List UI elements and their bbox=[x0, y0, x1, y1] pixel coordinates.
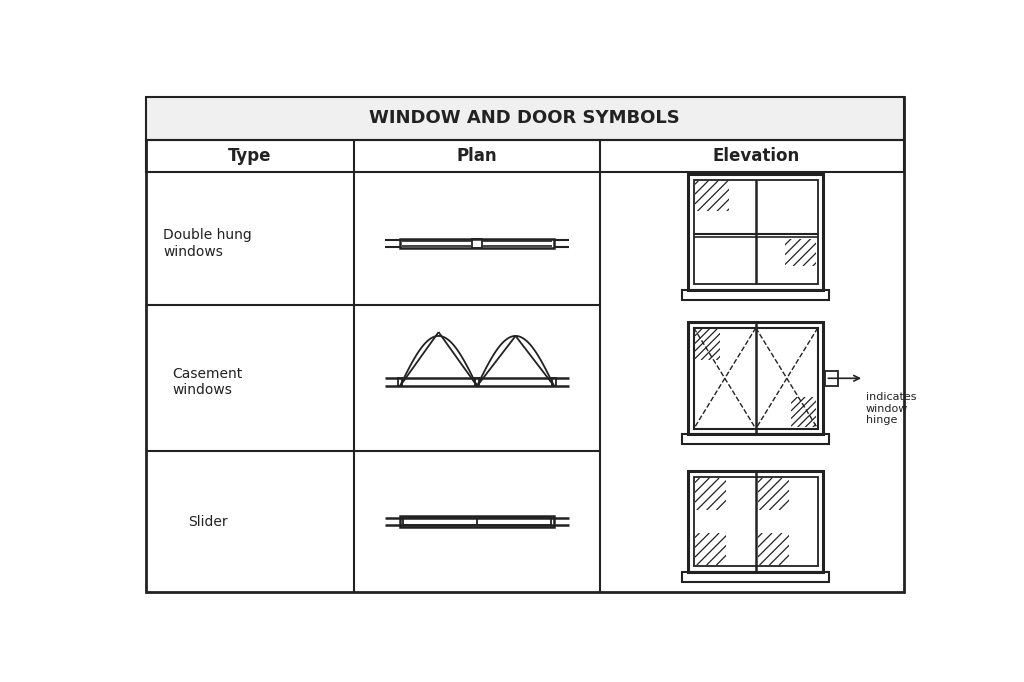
Text: Elevation: Elevation bbox=[712, 147, 800, 165]
Text: Casement
windows: Casement windows bbox=[172, 367, 243, 397]
Text: indicates
window
hinge: indicates window hinge bbox=[865, 392, 916, 426]
Text: Plan: Plan bbox=[457, 147, 498, 165]
Polygon shape bbox=[146, 98, 903, 140]
Text: Type: Type bbox=[228, 147, 271, 165]
Text: Double hung
windows: Double hung windows bbox=[163, 228, 252, 258]
Text: Slider: Slider bbox=[187, 514, 227, 529]
Text: WINDOW AND DOOR SYMBOLS: WINDOW AND DOOR SYMBOLS bbox=[370, 109, 680, 127]
